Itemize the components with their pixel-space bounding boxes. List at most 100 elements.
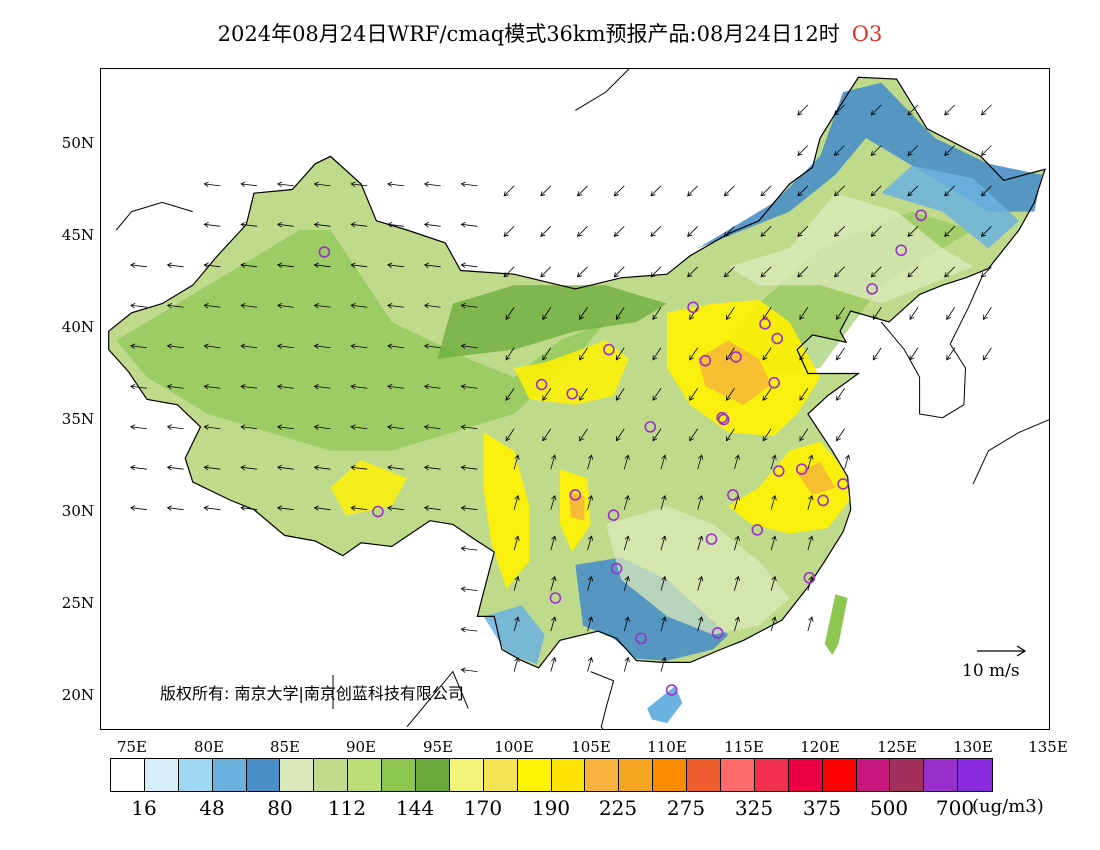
wind-vector: [204, 385, 221, 389]
wind-vector: [624, 535, 630, 541]
legend-swatch: [890, 759, 925, 791]
wind-vector: [981, 104, 992, 116]
wind-vector: [734, 575, 740, 582]
wind-vector: [981, 266, 992, 278]
wind-vector: [808, 454, 814, 460]
wind-vector: [834, 272, 840, 278]
wind-vector: [461, 628, 478, 632]
wind-vector: [423, 424, 430, 430]
wind-vector: [834, 231, 840, 237]
wind-vector: [871, 185, 882, 197]
wind-vector: [241, 385, 258, 389]
wind-vector: [130, 424, 136, 430]
wind-vector: [660, 576, 666, 591]
wind-vector: [615, 436, 621, 442]
station-marker: [915, 209, 927, 222]
korea-coastline: [880, 275, 983, 419]
station-marker: [717, 413, 730, 426]
wind-vector: [797, 266, 809, 278]
station-marker: [603, 343, 615, 356]
station-marker: [535, 378, 548, 391]
wind-vector: [241, 466, 258, 470]
hainan-island: [647, 686, 683, 724]
wind-vector: [771, 535, 777, 541]
wind-vector: [946, 347, 956, 360]
wind-vector: [313, 343, 319, 349]
ozone-map[interactable]: [100, 68, 1050, 730]
wind-vector: [313, 505, 319, 511]
wind-vector: [314, 426, 331, 430]
wind-vector: [423, 464, 430, 471]
wind-vector: [799, 355, 805, 361]
wind-vector: [313, 464, 319, 471]
legend-swatch: [721, 759, 755, 791]
wind-vector: [689, 347, 699, 360]
wind-vector: [241, 507, 258, 511]
wind-vector: [167, 507, 184, 511]
low-ozone-region: [881, 165, 1019, 249]
wind-vector: [387, 426, 404, 430]
title-text: 2024年08月24日WRF/cmaq模式36km预报产品:08月24日12时: [217, 22, 840, 46]
wind-vector: [807, 536, 813, 551]
wind-vector: [277, 181, 283, 188]
wind-vector: [542, 355, 548, 361]
wind-vector: [734, 536, 739, 551]
wind-vector: [203, 505, 209, 511]
wind-vector: [350, 505, 356, 511]
wind-vector: [277, 183, 294, 187]
wind-vector: [314, 223, 331, 227]
wind-vector: [587, 495, 592, 510]
wind-vector: [130, 303, 136, 309]
legend-swatch: [483, 759, 518, 791]
wind-vector: [587, 616, 594, 622]
wind-vector: [587, 657, 592, 672]
wind-vector: [387, 303, 393, 309]
wind-vector: [834, 185, 845, 197]
station-marker: [687, 301, 699, 314]
wind-vector: [698, 575, 704, 582]
wind-vector: [980, 150, 987, 156]
wind-vector: [836, 428, 845, 441]
wind-vector: [277, 304, 294, 308]
low-ozone-region: [483, 605, 545, 665]
wind-vector: [241, 304, 258, 308]
legend-swatch: [246, 759, 281, 791]
wind-vector: [807, 576, 813, 591]
wind-vector: [277, 507, 294, 511]
wind-vector: [808, 616, 814, 622]
wind-vector: [872, 355, 878, 361]
wind-vector: [277, 466, 294, 470]
wind-vector: [981, 226, 992, 237]
wind-vector: [615, 388, 625, 401]
wind-vector: [314, 507, 331, 511]
station-marker: [837, 478, 849, 490]
station-marker: [768, 376, 781, 389]
wind-vector: [461, 345, 478, 349]
wind-vector: [241, 223, 258, 227]
wind-vector: [623, 495, 629, 510]
wind-vector: [944, 110, 950, 116]
legend-swatch: [212, 759, 247, 791]
map-canvas: [108, 69, 1049, 729]
wind-vector: [907, 226, 919, 237]
wind-vector: [461, 183, 478, 187]
wind-vector: [503, 272, 509, 278]
wind-vector: [762, 355, 768, 361]
wind-vector: [387, 424, 393, 430]
wind-vector: [870, 110, 876, 116]
wind-vector: [799, 436, 805, 442]
wind-vector: [350, 424, 356, 430]
wind-vector: [907, 231, 913, 237]
wind-vector: [277, 384, 283, 390]
wind-vector: [725, 355, 731, 361]
wind-vector: [460, 181, 466, 188]
wind-vector: [652, 395, 658, 401]
wind-vector: [387, 507, 404, 511]
wind-vector: [944, 104, 956, 116]
wind-vector: [423, 222, 430, 228]
wind-vector: [505, 355, 511, 361]
wind-vector: [613, 231, 619, 237]
legend-unit: (ug/m3): [972, 796, 1044, 817]
lon-label-120e: 120E: [800, 738, 840, 756]
wind-vector: [461, 669, 478, 672]
